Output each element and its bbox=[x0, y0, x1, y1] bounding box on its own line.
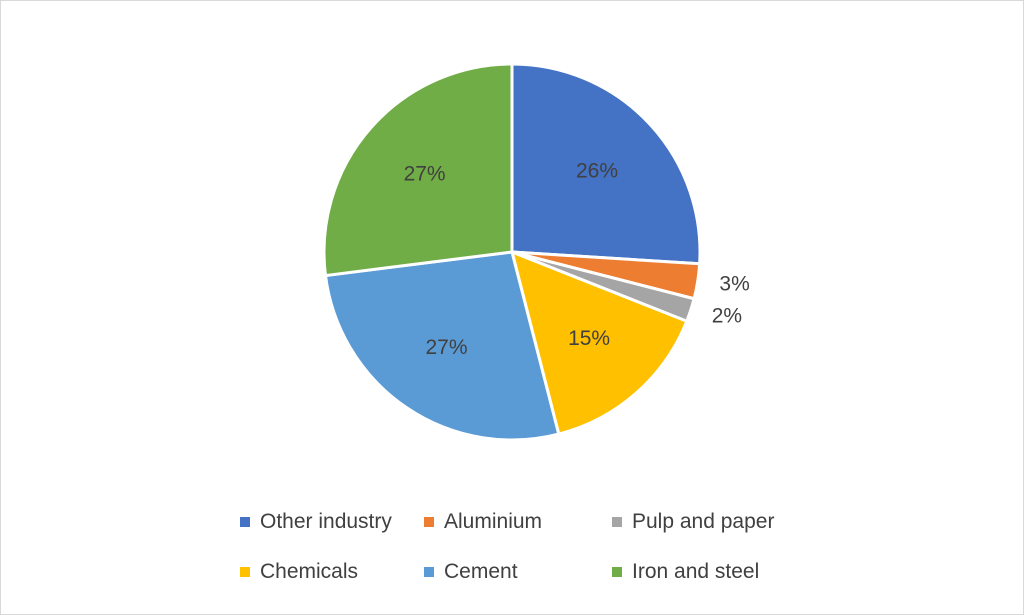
data-label-cement: 27% bbox=[425, 336, 467, 359]
pie-data-labels: 26% 3% 2% 15% 27% 27% bbox=[404, 160, 750, 359]
pie-slices bbox=[322, 62, 702, 442]
pie-slice-iron-and-steel bbox=[322, 62, 514, 278]
pie-slice-chemicals bbox=[510, 250, 689, 436]
legend-swatch bbox=[240, 567, 250, 577]
data-label-other-industry: 26% bbox=[576, 160, 618, 183]
legend-label: Aluminium bbox=[444, 510, 543, 533]
legend-swatch bbox=[424, 567, 434, 577]
legend-swatch bbox=[240, 517, 250, 527]
pie-slice-cement bbox=[323, 250, 561, 442]
legend-item-iron-and-steel: Iron and steel bbox=[612, 560, 759, 584]
legend: Other industry Aluminium Pulp and paper Che… bbox=[240, 510, 840, 600]
legend-item-other-industry: Other industry bbox=[240, 510, 392, 534]
legend-item-chemicals: Chemicals bbox=[240, 560, 358, 584]
legend-swatch bbox=[612, 567, 622, 577]
legend-label: Pulp and paper bbox=[632, 510, 775, 533]
legend-item-aluminium: Aluminium bbox=[424, 510, 542, 534]
data-label-chemicals: 15% bbox=[568, 327, 610, 350]
legend-label: Cement bbox=[444, 560, 518, 583]
data-label-iron-and-steel: 27% bbox=[404, 162, 446, 185]
data-label-aluminium: 3% bbox=[719, 272, 749, 295]
data-label-pulp-and-paper: 2% bbox=[712, 304, 742, 327]
legend-swatch bbox=[612, 517, 622, 527]
legend-label: Chemicals bbox=[260, 560, 359, 583]
legend-swatch bbox=[424, 517, 434, 527]
legend-item-pulp-and-paper: Pulp and paper bbox=[612, 510, 774, 534]
legend-label: Iron and steel bbox=[632, 560, 760, 583]
legend-label: Other industry bbox=[260, 510, 392, 533]
legend-item-cement: Cement bbox=[424, 560, 518, 584]
pie-slice-other-industry bbox=[510, 62, 702, 266]
